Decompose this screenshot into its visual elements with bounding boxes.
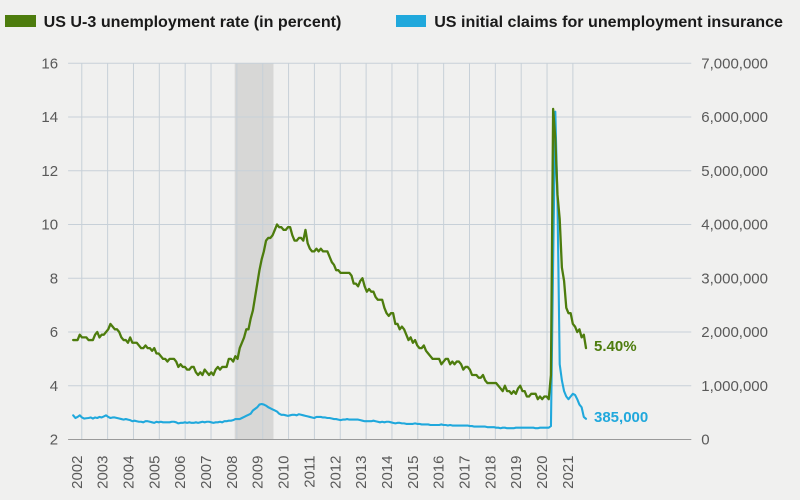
svg-text:2013: 2013 [353, 456, 370, 489]
svg-text:7,000,000: 7,000,000 [701, 55, 768, 72]
svg-text:14: 14 [41, 109, 58, 126]
svg-text:2021: 2021 [560, 456, 577, 489]
svg-text:2006: 2006 [172, 456, 189, 489]
svg-text:2007: 2007 [198, 456, 215, 489]
svg-text:2015: 2015 [405, 456, 422, 489]
svg-text:3,000,000: 3,000,000 [701, 270, 768, 287]
svg-text:16: 16 [41, 55, 58, 72]
svg-text:10: 10 [41, 217, 58, 234]
svg-text:12: 12 [41, 163, 58, 180]
svg-text:6: 6 [50, 324, 58, 341]
svg-text:2003: 2003 [95, 456, 112, 489]
svg-text:2005: 2005 [146, 456, 163, 489]
svg-text:8: 8 [50, 270, 58, 287]
svg-text:2017: 2017 [457, 456, 474, 489]
svg-text:1,000,000: 1,000,000 [701, 378, 768, 395]
svg-text:2: 2 [50, 432, 58, 449]
svg-text:2014: 2014 [379, 456, 396, 489]
svg-text:2009: 2009 [250, 456, 267, 489]
svg-text:2004: 2004 [120, 456, 137, 489]
svg-text:2008: 2008 [224, 456, 241, 489]
svg-text:5,000,000: 5,000,000 [701, 163, 768, 180]
svg-text:2016: 2016 [431, 456, 448, 489]
svg-text:2020: 2020 [534, 456, 551, 489]
svg-text:4: 4 [50, 378, 58, 395]
svg-text:2010: 2010 [276, 456, 293, 489]
svg-text:2,000,000: 2,000,000 [701, 324, 768, 341]
svg-text:0: 0 [701, 432, 709, 449]
svg-text:2012: 2012 [327, 456, 344, 489]
svg-text:2019: 2019 [508, 456, 525, 489]
svg-text:2011: 2011 [301, 456, 318, 488]
svg-text:4,000,000: 4,000,000 [701, 217, 768, 234]
svg-text:2002: 2002 [69, 456, 86, 489]
svg-text:6,000,000: 6,000,000 [701, 109, 768, 126]
svg-text:2018: 2018 [482, 455, 499, 488]
